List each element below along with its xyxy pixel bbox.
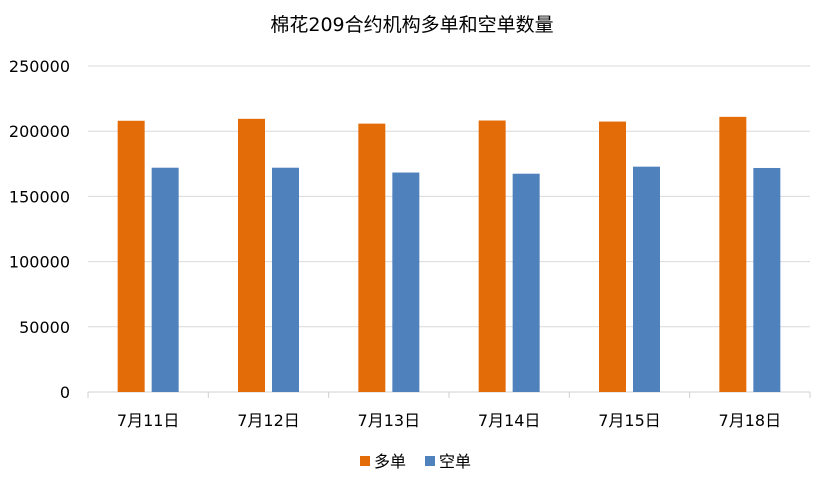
bar-long: [358, 123, 386, 392]
y-axis-ticks: 0 50000 100000 150000 200000 250000: [9, 57, 70, 402]
x-tick-label: 7月12日: [237, 411, 300, 430]
bar-short: [512, 173, 540, 392]
bar-long: [719, 116, 747, 392]
bar-short: [151, 167, 179, 392]
bars: [117, 116, 781, 392]
y-tick-label: 150000: [9, 187, 70, 206]
y-tick-label: 0: [60, 383, 70, 402]
bar-long: [599, 121, 626, 392]
legend-label: 空单: [439, 452, 471, 471]
x-tick-label: 7月11日: [117, 411, 180, 430]
legend-item: 空单: [425, 452, 471, 471]
bar-short: [633, 166, 660, 392]
chart-title: 棉花209合约机构多单和空单数量: [270, 14, 553, 36]
y-tick-label: 50000: [19, 318, 70, 337]
legend-swatch: [360, 456, 370, 466]
bar-short: [392, 172, 420, 392]
y-tick-label: 100000: [9, 253, 70, 272]
legend-label: 多单: [374, 452, 406, 471]
bar-short: [272, 167, 299, 392]
legend-item: 多单: [360, 452, 406, 471]
bar-short: [753, 167, 781, 392]
y-tick-label: 200000: [9, 122, 70, 141]
y-tick-label: 250000: [9, 57, 70, 76]
bar-long: [117, 120, 145, 392]
x-tick-label: 7月14日: [478, 411, 541, 430]
bar-long: [478, 120, 506, 392]
gridlines: [88, 65, 810, 393]
x-tick-label: 7月18日: [719, 411, 782, 430]
legend: 多单 空单: [360, 452, 471, 471]
x-tick-label: 7月15日: [598, 411, 661, 430]
legend-swatch: [425, 456, 435, 466]
x-axis-ticks: 7月11日 7月12日 7月13日 7月14日 7月15日 7月18日: [87, 392, 811, 430]
bar-long: [238, 118, 265, 392]
x-tick-label: 7月13日: [358, 411, 421, 430]
